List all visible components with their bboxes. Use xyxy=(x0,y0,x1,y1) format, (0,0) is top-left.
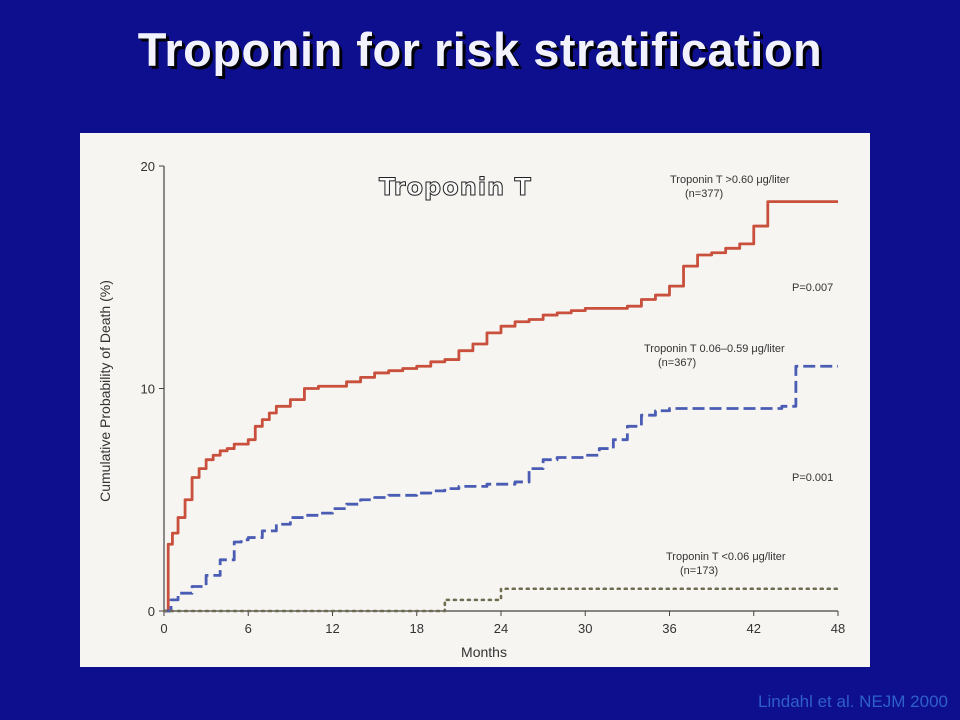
x-axis-label: Months xyxy=(461,644,507,660)
legend-n-mid: (n=367) xyxy=(658,357,696,369)
p-value-1: P=0.007 xyxy=(792,282,833,294)
x-tick-label: 18 xyxy=(410,621,424,636)
y-axis-label: Cumulative Probability of Death (%) xyxy=(97,280,113,502)
x-tick-label: 36 xyxy=(662,621,676,636)
x-tick-label: 48 xyxy=(831,621,845,636)
legend-label-low: Troponin T <0.06 μg/liter xyxy=(666,551,786,563)
x-tick-label: 0 xyxy=(160,621,167,636)
legend-n-low: (n=173) xyxy=(680,565,718,577)
series-line-1 xyxy=(164,364,838,613)
x-tick-label: 6 xyxy=(245,621,252,636)
series-line-2 xyxy=(162,587,840,613)
y-tick-label: 10 xyxy=(141,382,155,397)
x-tick-label: 42 xyxy=(747,621,761,636)
x-tick-label: 30 xyxy=(578,621,592,636)
slide-title: Troponin for risk stratification xyxy=(137,23,823,76)
legend-label-mid: Troponin T 0.06–0.59 μg/liter xyxy=(644,343,785,355)
x-tick-label: 12 xyxy=(325,621,339,636)
p-value-2: P=0.001 xyxy=(792,472,833,484)
chart-panel: 0 6 12 18 24 30 36 42 48 0 10 20 Troponin T Months … xyxy=(80,133,870,667)
series-line-0 xyxy=(164,200,838,613)
chart-axes: 0 6 12 18 24 30 36 42 48 0 10 20 xyxy=(141,159,846,636)
legend-n-high: (n=377) xyxy=(685,188,723,200)
chart-title: Troponin T xyxy=(379,173,532,201)
citation: Lindahl et al. NEJM 2000 xyxy=(758,692,948,711)
y-tick-label: 0 xyxy=(148,604,155,619)
legend-label-high: Troponin T >0.60 μg/liter xyxy=(670,174,790,186)
series-layer xyxy=(162,200,840,613)
x-tick-label: 24 xyxy=(494,621,508,636)
y-tick-label: 20 xyxy=(141,159,155,174)
